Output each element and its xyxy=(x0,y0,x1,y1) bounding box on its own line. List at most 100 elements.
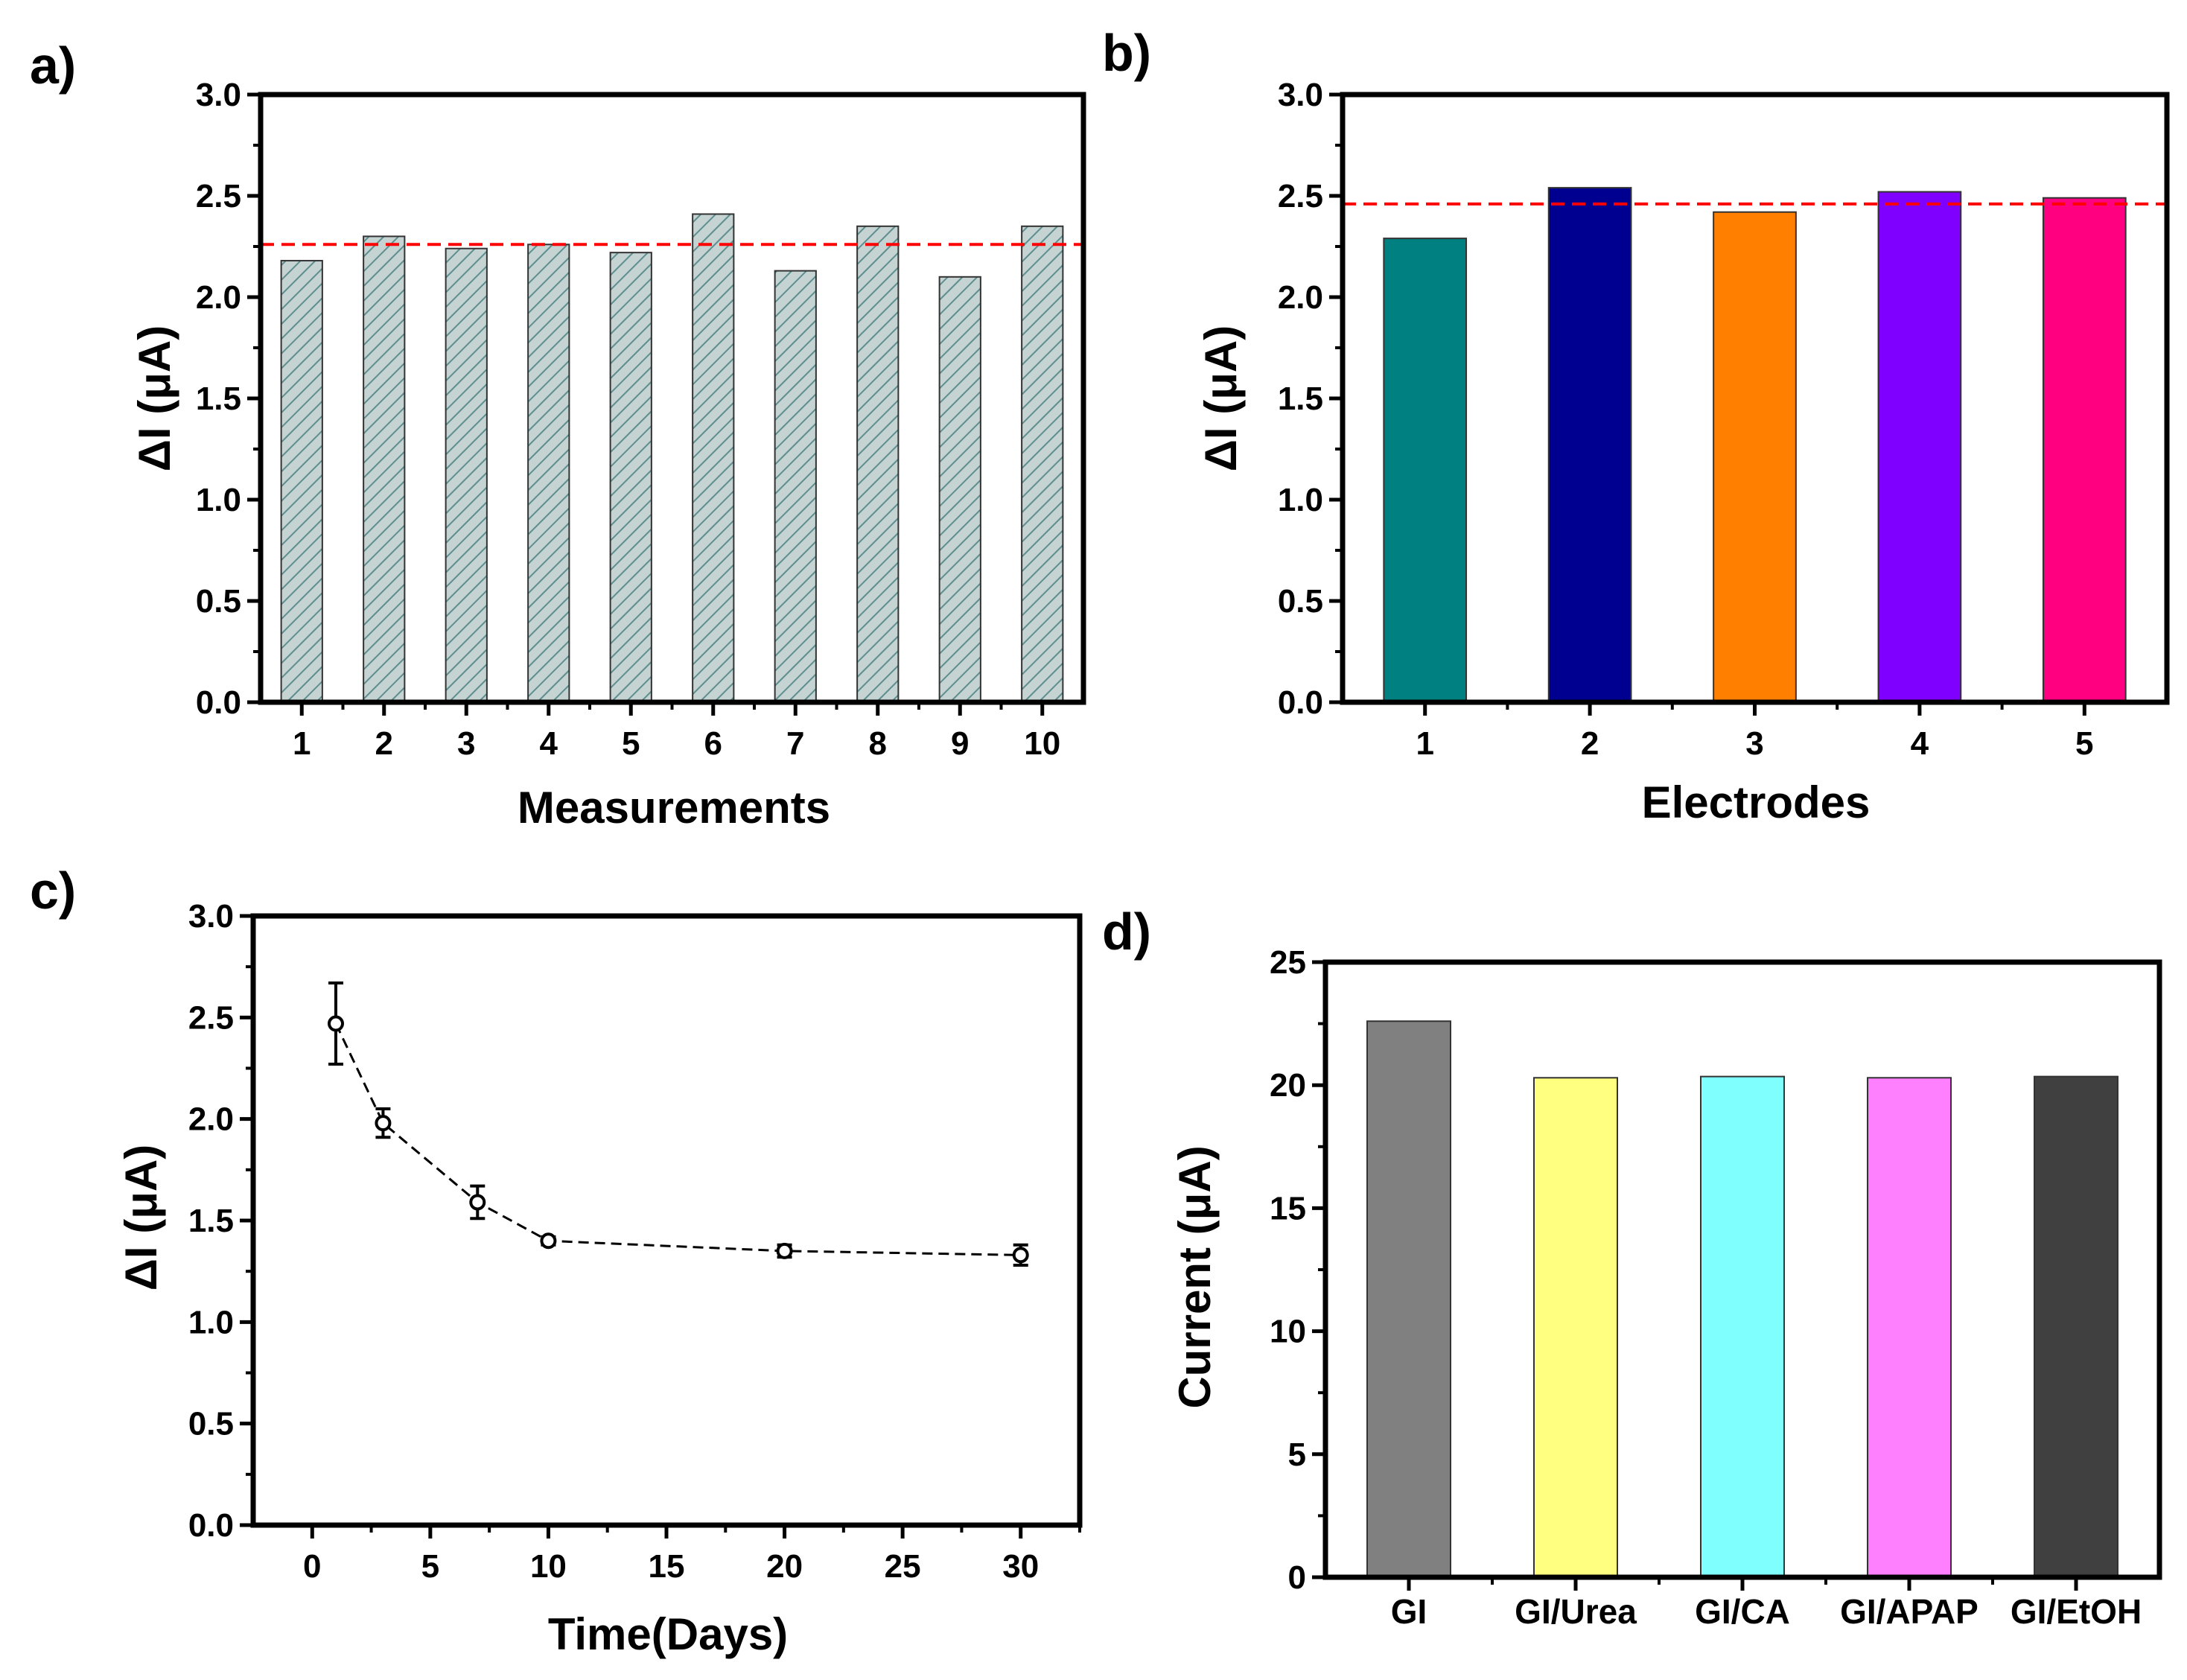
y-tick-label-a: 3.0 xyxy=(196,77,241,113)
y-tick-label-d: 25 xyxy=(1270,944,1306,981)
x-tick-label-d: GI xyxy=(1391,1592,1427,1631)
panel-label-a: a) xyxy=(30,36,76,95)
y-tick-label-c: 1.5 xyxy=(188,1203,234,1239)
x-axis-label-c: Time(Days) xyxy=(548,1609,788,1659)
data-point-c xyxy=(1012,1247,1029,1264)
bar-b xyxy=(1713,211,1797,703)
y-tick-label-c: 0.5 xyxy=(188,1406,234,1442)
panel-a: a) 1 2 3 4 5 6 7 8 9 10 0.0 0.5 1.0 1.5 2.0 2.5 3.0 Meas… xyxy=(30,36,1086,833)
bar-b xyxy=(1877,191,1962,703)
data-point-c xyxy=(328,1015,344,1032)
bar-d xyxy=(1700,1075,1785,1578)
x-tick-label-a: 5 xyxy=(622,725,640,762)
y-tick-label-c: 0.0 xyxy=(188,1507,234,1544)
x-tick-label-b: 2 xyxy=(1581,725,1599,762)
y-tick-label-a: 2.0 xyxy=(196,279,241,316)
bar-b xyxy=(1383,238,1468,703)
x-axis-label-a: Measurements xyxy=(518,783,830,833)
y-tick-label-a: 2.5 xyxy=(196,178,241,214)
trend-line-c xyxy=(334,1022,1021,1256)
y-axis-label-c: ΔI (μA) xyxy=(116,1145,166,1291)
bar-a xyxy=(280,260,323,704)
bar-a xyxy=(774,270,817,703)
y-tick-label-b: 3.0 xyxy=(1278,77,1323,113)
y-tick-label-b: 1.0 xyxy=(1278,482,1323,518)
x-tick-label-d: GI/Urea xyxy=(1515,1592,1637,1631)
x-tick-label-b: 5 xyxy=(2075,725,2093,762)
bar-a xyxy=(527,244,570,703)
y-tick-label-b: 1.5 xyxy=(1278,381,1323,417)
x-tick-label-a: 1 xyxy=(293,725,311,762)
panel-label-c: c) xyxy=(30,862,76,920)
data-point-c xyxy=(540,1232,557,1250)
bar-b xyxy=(2042,197,2127,704)
bar-a xyxy=(445,247,488,704)
y-tick-label-d: 10 xyxy=(1270,1314,1306,1350)
data-point-c xyxy=(469,1194,486,1211)
y-tick-label-c: 2.5 xyxy=(188,999,234,1036)
y-tick-label-d: 20 xyxy=(1270,1067,1306,1104)
x-tick-label-a: 10 xyxy=(1024,725,1060,762)
bar-a xyxy=(938,276,981,703)
x-tick-label-c: 10 xyxy=(530,1548,567,1585)
bar-a xyxy=(363,235,406,703)
x-tick-label-a: 2 xyxy=(375,725,393,762)
bar-a xyxy=(609,252,652,704)
y-tick-label-d: 5 xyxy=(1288,1436,1306,1473)
y-tick-label-d: 0 xyxy=(1288,1559,1306,1596)
y-tick-label-b: 2.5 xyxy=(1278,178,1323,214)
x-tick-label-a: 6 xyxy=(704,725,722,762)
y-tick-label-b: 0.0 xyxy=(1278,684,1323,721)
x-tick-label-c: 0 xyxy=(303,1548,321,1585)
y-tick-label-c: 3.0 xyxy=(188,898,234,935)
x-tick-label-b: 3 xyxy=(1745,725,1763,762)
x-tick-label-a: 4 xyxy=(540,725,558,762)
y-tick-label-c: 2.0 xyxy=(188,1101,234,1138)
x-tick-label-d: GI/CA xyxy=(1695,1592,1790,1631)
x-tick-label-d: GI/EtOH xyxy=(2011,1592,2142,1631)
x-tick-label-c: 15 xyxy=(649,1548,685,1585)
panel-c: c) 0 5 10 15 20 25 30 0.0 0.5 1.0 1.5 2.0 2.5 3.0 Tim… xyxy=(30,862,1083,1659)
x-tick-label-b: 4 xyxy=(1911,725,1929,762)
x-tick-label-c: 5 xyxy=(421,1548,439,1585)
y-axis-label-b: ΔI (μA) xyxy=(1196,325,1246,471)
bar-d xyxy=(1533,1077,1618,1578)
x-tick-label-b: 1 xyxy=(1416,725,1433,762)
bar-d xyxy=(1867,1077,1952,1578)
x-tick-label-a: 3 xyxy=(457,725,475,762)
x-axis-label-b: Electrodes xyxy=(1642,777,1871,827)
x-tick-label-c: 20 xyxy=(766,1548,803,1585)
x-tick-label-a: 8 xyxy=(869,725,887,762)
panel-label-b: b) xyxy=(1102,24,1151,82)
data-point-c xyxy=(776,1242,793,1259)
panel-d: d) GI GI/Urea GI/CA GI/APAP GI/EtOH 0 5 10 15 20 2… xyxy=(1102,903,2162,1631)
y-tick-label-b: 2.0 xyxy=(1278,279,1323,316)
panel-b: b) 1 2 3 4 5 0.0 0.5 1.0 1.5 2.0 2.5 3.0 Electrodes… xyxy=(1102,24,2170,827)
data-point-c xyxy=(375,1115,392,1132)
bar-d xyxy=(1366,1020,1451,1578)
x-tick-label-c: 25 xyxy=(885,1548,921,1585)
panel-label-d: d) xyxy=(1102,903,1151,961)
x-tick-label-c: 30 xyxy=(1002,1548,1039,1585)
y-tick-label-a: 0.5 xyxy=(196,583,241,620)
y-tick-label-a: 0.0 xyxy=(196,684,241,721)
bar-d xyxy=(2034,1075,2118,1578)
plot-frame-b xyxy=(1340,92,2170,705)
plot-frame-c xyxy=(250,913,1083,1528)
x-tick-label-a: 7 xyxy=(786,725,804,762)
bar-b xyxy=(1547,187,1632,703)
y-tick-label-b: 0.5 xyxy=(1278,583,1323,620)
y-axis-label-a: ΔI (μA) xyxy=(130,325,179,471)
bar-a xyxy=(856,225,900,703)
x-tick-label-a: 9 xyxy=(951,725,969,762)
y-axis-label-d: Current (μA) xyxy=(1170,1145,1220,1408)
plot-frame-d xyxy=(1322,959,2162,1580)
plot-frame-a xyxy=(258,92,1086,705)
bar-a xyxy=(692,213,735,704)
y-tick-label-a: 1.5 xyxy=(196,381,241,417)
y-tick-label-c: 1.0 xyxy=(188,1304,234,1340)
x-tick-label-d: GI/APAP xyxy=(1840,1592,1979,1631)
bar-a xyxy=(1021,225,1064,703)
y-tick-label-d: 15 xyxy=(1270,1190,1306,1226)
